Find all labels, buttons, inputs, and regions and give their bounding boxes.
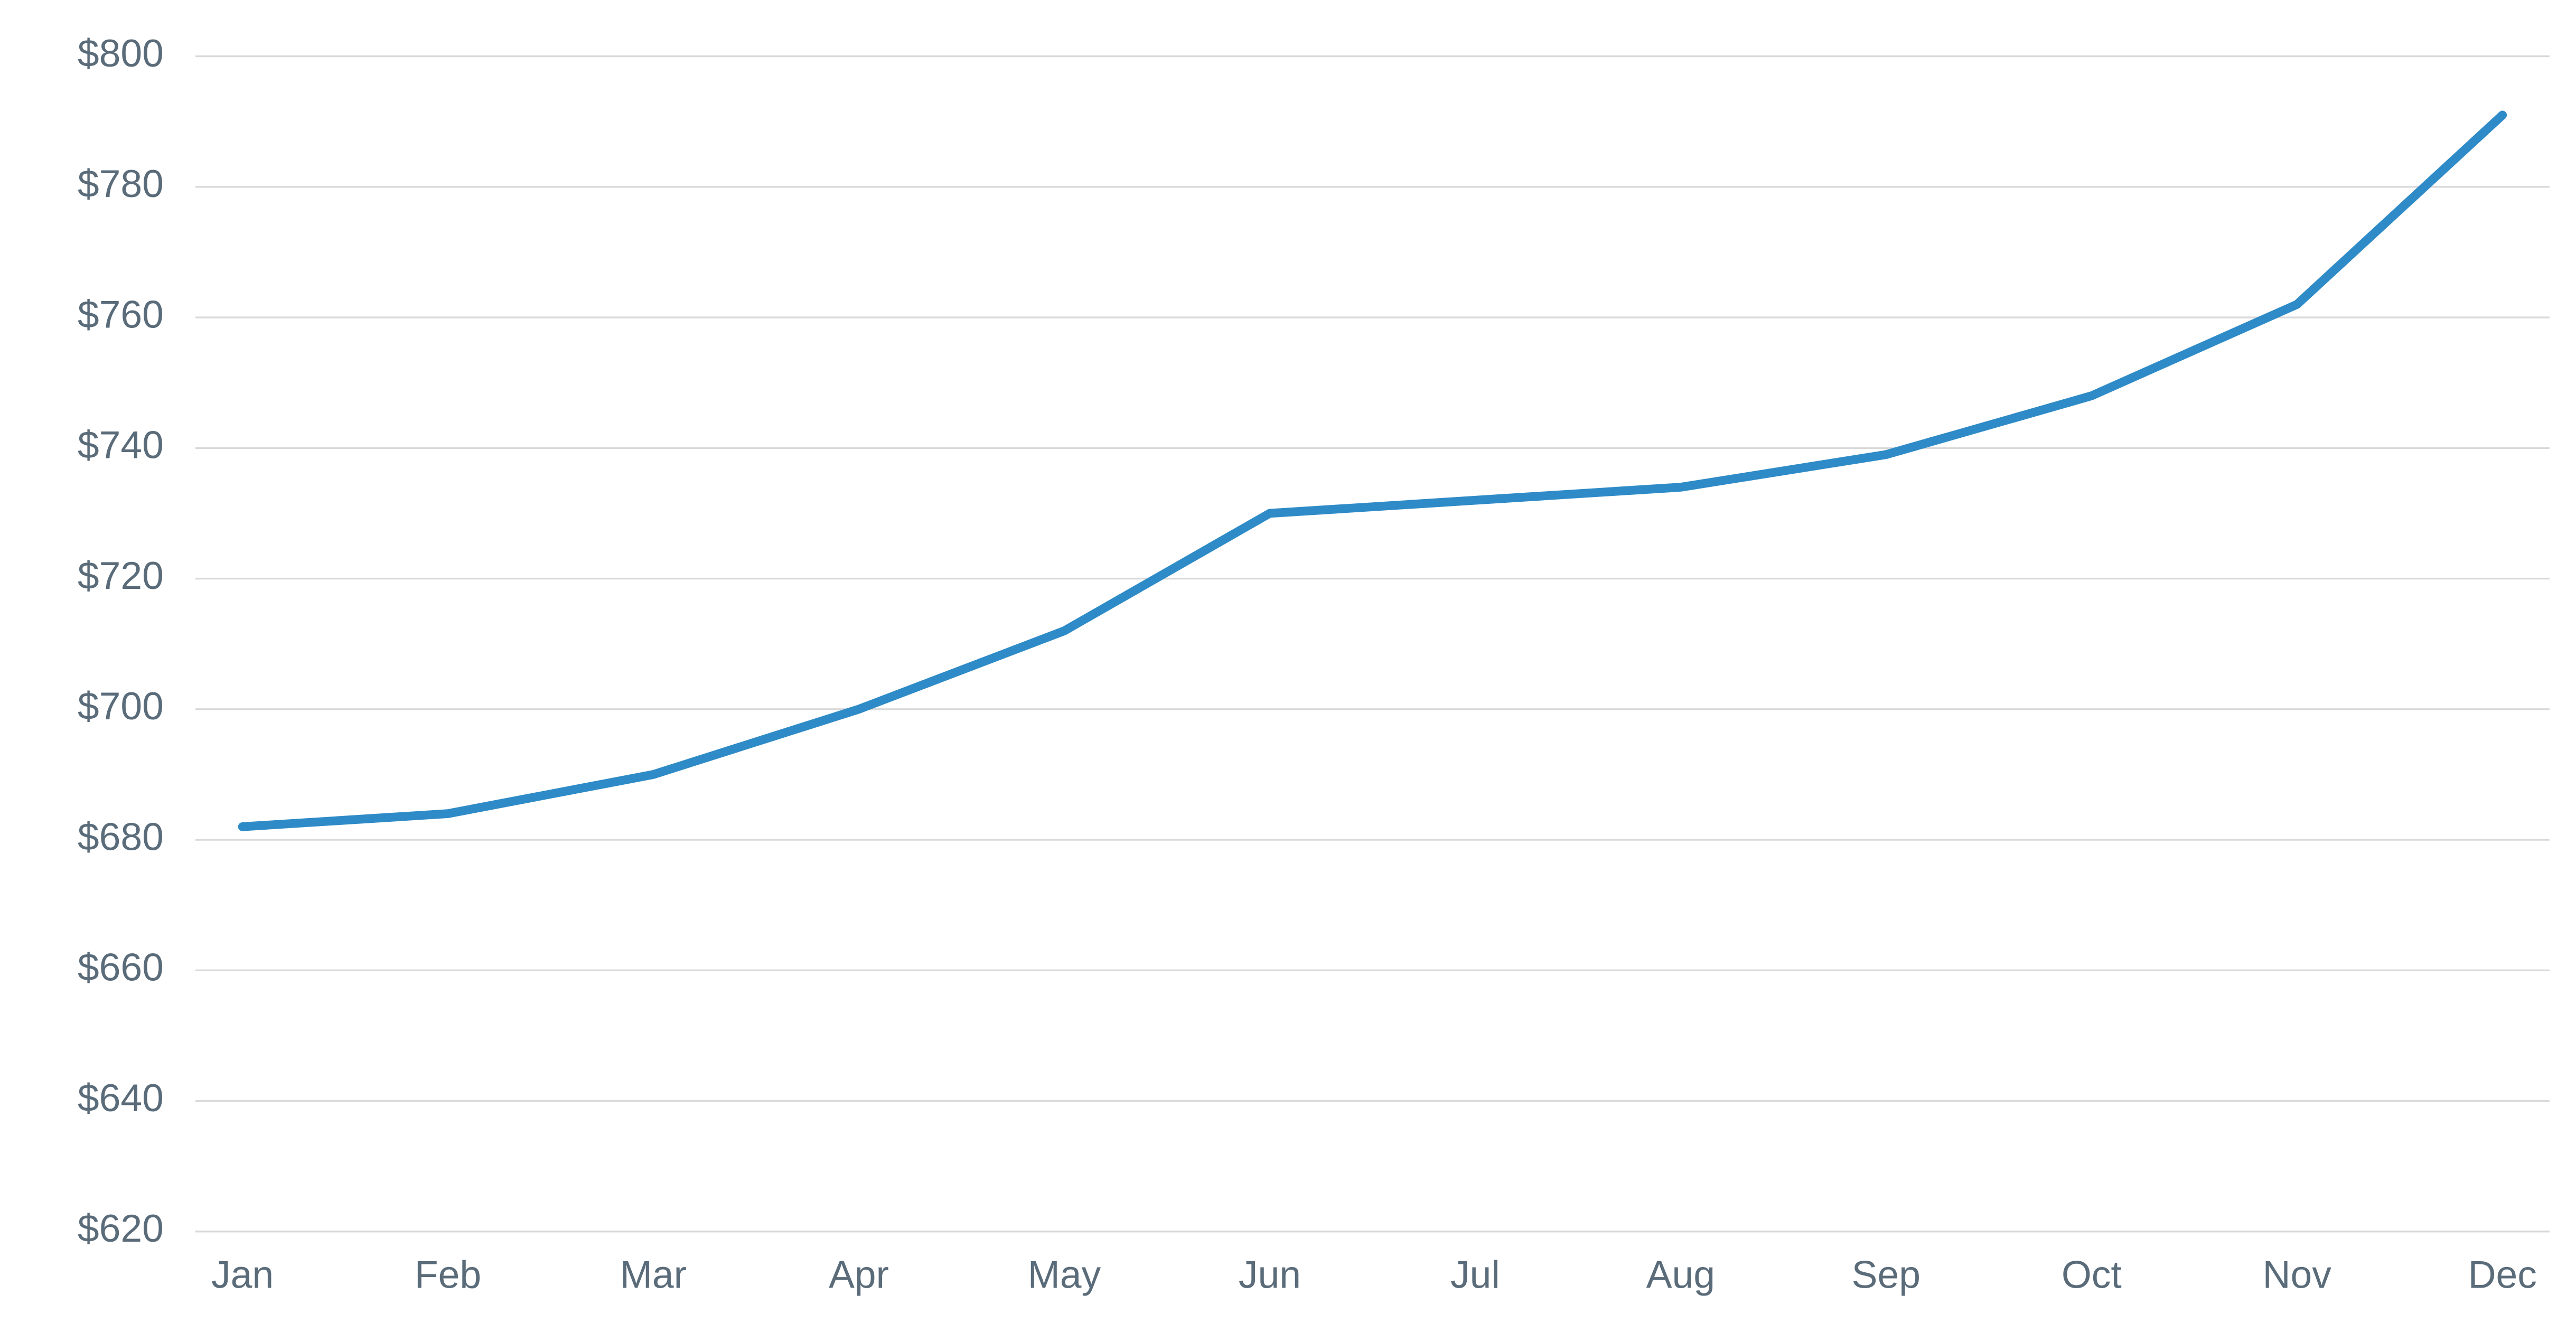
x-axis-label: Aug: [1646, 1253, 1715, 1296]
x-axis-label: Sep: [1852, 1253, 1921, 1296]
chart-svg: $620 $640 $660 $680 $700 $720 $740 $760 $780 $800…: [0, 0, 2576, 1323]
x-axis-label: Nov: [2263, 1253, 2332, 1296]
x-axis-label: Jul: [1450, 1253, 1500, 1296]
y-axis-label: $680: [78, 815, 164, 858]
chart-background: [2, 0, 2574, 1323]
x-axis-label: Jan: [211, 1253, 274, 1296]
y-axis-label: $700: [78, 684, 164, 728]
y-axis-label: $640: [78, 1076, 164, 1120]
y-axis-label: $620: [78, 1207, 164, 1250]
line-chart: $620 $640 $660 $680 $700 $720 $740 $760 $780 $800…: [0, 0, 2576, 1323]
x-axis-label: Feb: [415, 1253, 481, 1296]
x-axis-label: Mar: [620, 1253, 687, 1296]
x-axis-label: Dec: [2468, 1253, 2537, 1296]
x-axis-label: Jun: [1239, 1253, 1301, 1296]
y-axis-label: $800: [78, 32, 164, 75]
x-axis-label: Oct: [2062, 1253, 2122, 1296]
x-axis-label: Apr: [829, 1253, 889, 1296]
y-axis-label: $660: [78, 946, 164, 989]
y-axis-label: $780: [78, 162, 164, 205]
y-axis-label: $760: [78, 293, 164, 336]
x-axis-label: May: [1028, 1253, 1101, 1296]
y-axis-label: $720: [78, 554, 164, 597]
y-axis-label: $740: [78, 424, 164, 467]
